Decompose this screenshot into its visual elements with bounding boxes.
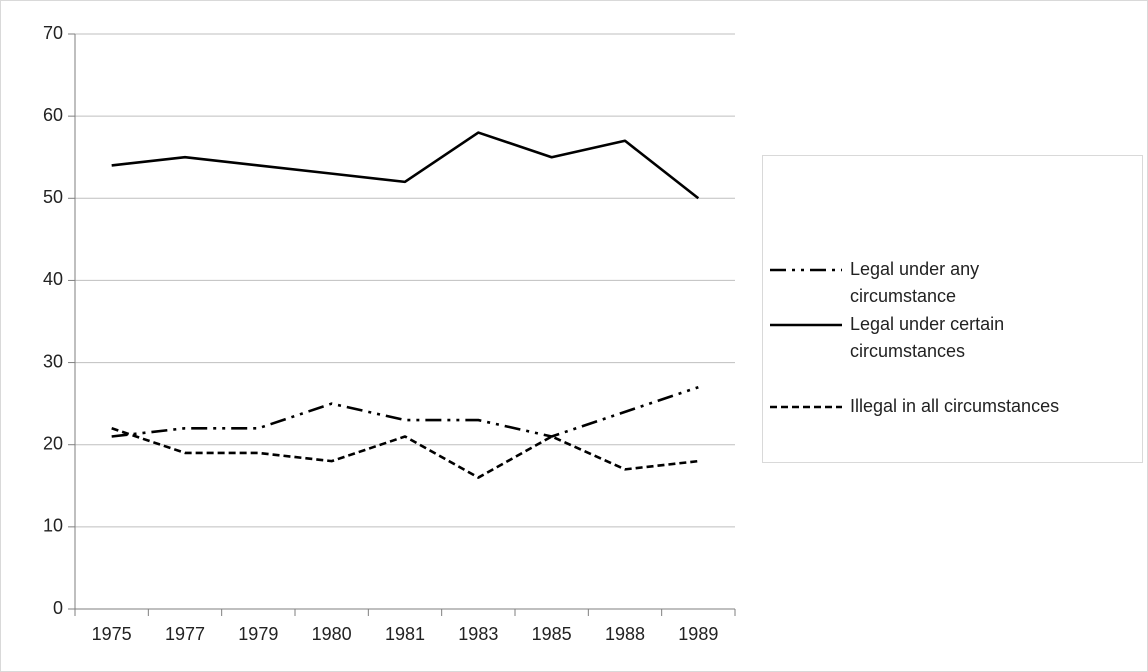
legend-line: circumstances [850, 341, 965, 361]
legend-line: circumstance [850, 286, 956, 306]
y-tick-label: 40 [43, 269, 63, 289]
legend-label: Legal under certain circumstances [850, 314, 1004, 361]
x-tick-label: 1979 [238, 624, 278, 644]
x-tick-label: 1985 [532, 624, 572, 644]
x-tick-label: 1980 [312, 624, 352, 644]
y-tick-label: 70 [43, 23, 63, 43]
y-tick-label: 60 [43, 105, 63, 125]
x-tick-label: 1981 [385, 624, 425, 644]
legend-box [762, 155, 1143, 463]
series-line [111, 427, 699, 479]
y-tick-label: 10 [43, 516, 63, 536]
y-tick-label: 50 [43, 187, 63, 207]
x-tick-label: 1975 [92, 624, 132, 644]
y-tick-label: 20 [43, 433, 63, 453]
y-tick-label: 0 [53, 598, 63, 618]
series-line [111, 131, 700, 200]
x-tick-label: 1989 [678, 624, 718, 644]
legend-line: Illegal in all circumstances [850, 396, 1059, 416]
y-tick-label: 30 [43, 351, 63, 371]
x-tick-label: 1983 [458, 624, 498, 644]
legend-line: Legal under any [850, 259, 979, 279]
legend-line: Legal under certain [850, 314, 1004, 334]
legend-label: Legal under any circumstance [850, 259, 979, 306]
x-tick-label: 1988 [605, 624, 645, 644]
x-tick-label: 1977 [165, 624, 205, 644]
series-line [111, 385, 699, 438]
legend-label: Illegal in all circumstances [850, 396, 1059, 416]
